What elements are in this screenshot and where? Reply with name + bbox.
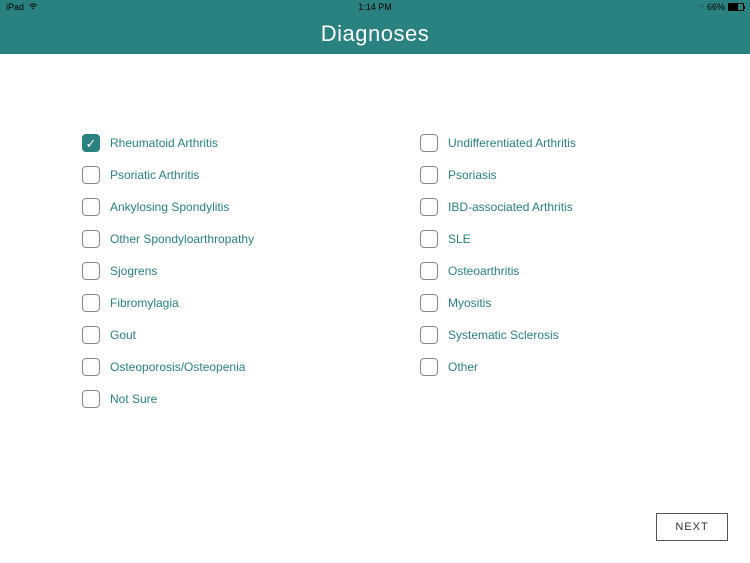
diagnosis-label: IBD-associated Arthritis (448, 200, 573, 214)
status-time: 1:14 PM (358, 2, 392, 12)
checkbox[interactable] (82, 262, 100, 280)
diagnosis-item[interactable]: Sjogrens (82, 262, 330, 280)
diagnosis-item[interactable]: Psoriatic Arthritis (82, 166, 330, 184)
diagnosis-label: Psoriasis (448, 168, 497, 182)
diagnosis-item[interactable]: Ankylosing Spondylitis (82, 198, 330, 216)
diagnosis-label: Other Spondyloarthropathy (110, 232, 254, 246)
diagnosis-item[interactable]: Psoriasis (420, 166, 668, 184)
battery-percent: 66% (707, 2, 725, 12)
diagnosis-label: Myositis (448, 296, 491, 310)
diagnosis-item[interactable]: Osteoarthritis (420, 262, 668, 280)
diagnosis-item[interactable]: IBD-associated Arthritis (420, 198, 668, 216)
diagnosis-label: Ankylosing Spondylitis (110, 200, 229, 214)
content-area: ✓ Rheumatoid Arthritis Psoriatic Arthritis… (0, 54, 750, 422)
checkbox[interactable] (420, 166, 438, 184)
diagnosis-item[interactable]: Not Sure (82, 390, 330, 408)
diagnosis-label: Osteoporosis/Osteopenia (110, 360, 245, 374)
page-header: Diagnoses (0, 14, 750, 54)
checkbox[interactable] (82, 358, 100, 376)
checkbox[interactable] (82, 230, 100, 248)
checkmark-icon: ✓ (86, 137, 97, 150)
left-column: ✓ Rheumatoid Arthritis Psoriatic Arthritis… (82, 134, 360, 422)
status-bar: iPad 1:14 PM ⌾ 66% (0, 0, 750, 14)
checkbox[interactable] (82, 390, 100, 408)
checkbox[interactable] (420, 134, 438, 152)
checkbox[interactable] (420, 262, 438, 280)
checkbox[interactable] (420, 294, 438, 312)
diagnosis-item[interactable]: Systematic Sclerosis (420, 326, 668, 344)
next-button[interactable]: NEXT (656, 513, 728, 541)
checkbox[interactable] (420, 358, 438, 376)
page-title: Diagnoses (321, 21, 429, 47)
diagnosis-item[interactable]: Other (420, 358, 668, 376)
diagnosis-item[interactable]: SLE (420, 230, 668, 248)
diagnosis-item[interactable]: Myositis (420, 294, 668, 312)
diagnosis-item[interactable]: ✓ Rheumatoid Arthritis (82, 134, 330, 152)
device-label: iPad (6, 2, 24, 12)
diagnosis-item[interactable]: Undifferentiated Arthritis (420, 134, 668, 152)
checkbox[interactable]: ✓ (82, 134, 100, 152)
battery-icon (728, 3, 744, 11)
diagnosis-label: SLE (448, 232, 471, 246)
status-right: ⌾ 66% (699, 2, 744, 12)
diagnosis-item[interactable]: Other Spondyloarthropathy (82, 230, 330, 248)
checkbox[interactable] (82, 166, 100, 184)
checkbox[interactable] (82, 198, 100, 216)
checkbox[interactable] (420, 230, 438, 248)
checkbox[interactable] (82, 326, 100, 344)
diagnosis-label: Rheumatoid Arthritis (110, 136, 218, 150)
diagnosis-item[interactable]: Gout (82, 326, 330, 344)
diagnosis-label: Not Sure (110, 392, 157, 406)
diagnosis-item[interactable]: Osteoporosis/Osteopenia (82, 358, 330, 376)
status-left: iPad (6, 2, 38, 12)
checkbox[interactable] (420, 326, 438, 344)
diagnosis-label: Psoriatic Arthritis (110, 168, 199, 182)
checkbox[interactable] (420, 198, 438, 216)
diagnosis-label: Fibromylagia (110, 296, 179, 310)
diagnosis-label: Other (448, 360, 478, 374)
diagnosis-item[interactable]: Fibromylagia (82, 294, 330, 312)
diagnosis-label: Undifferentiated Arthritis (448, 136, 576, 150)
diagnosis-label: Gout (110, 328, 136, 342)
wifi-icon (28, 2, 38, 12)
next-button-label: NEXT (675, 521, 708, 533)
diagnosis-label: Osteoarthritis (448, 264, 519, 278)
diagnosis-label: Sjogrens (110, 264, 157, 278)
right-column: Undifferentiated Arthritis Psoriasis IBD-a… (360, 134, 668, 422)
diagnosis-label: Systematic Sclerosis (448, 328, 559, 342)
checkbox[interactable] (82, 294, 100, 312)
bluetooth-icon: ⌾ (699, 2, 704, 12)
